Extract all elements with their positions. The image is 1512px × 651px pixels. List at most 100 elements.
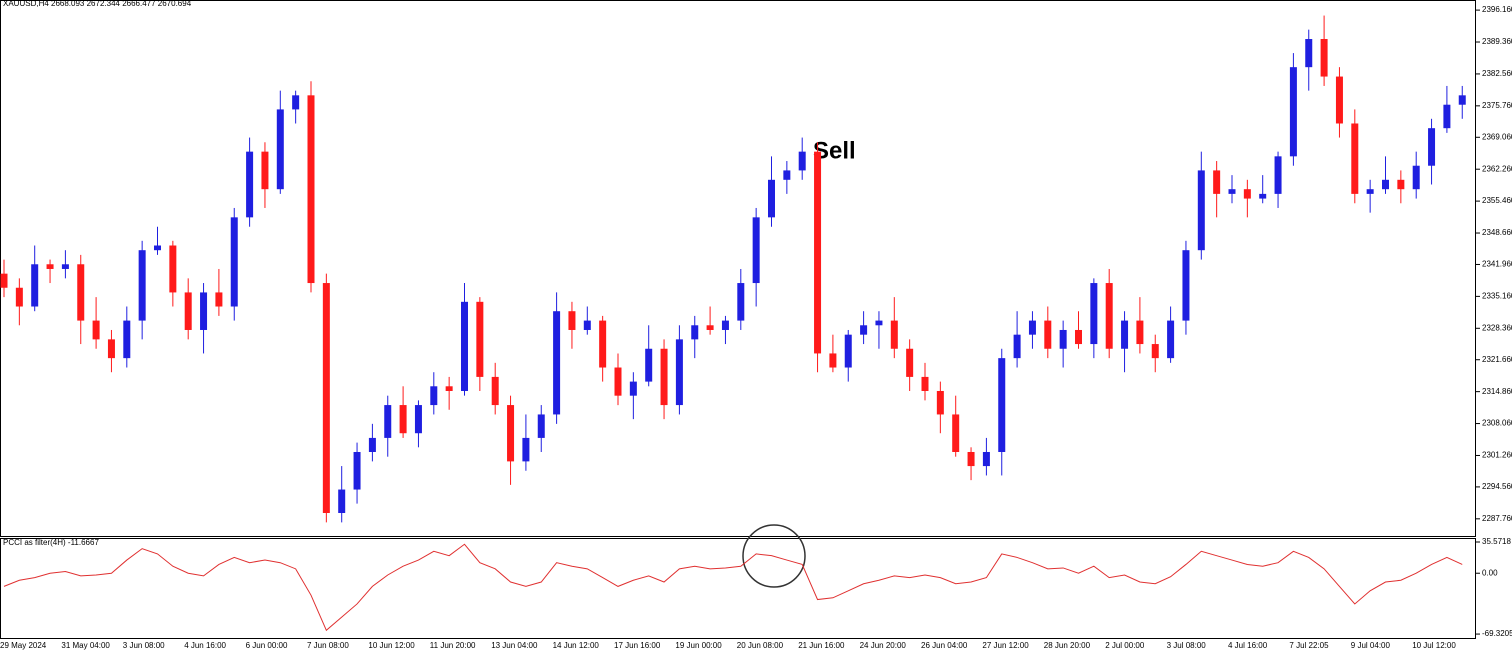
- candle-body: [46, 264, 54, 269]
- candle-body: [1105, 283, 1113, 349]
- candle-body: [752, 217, 760, 284]
- candle-body: [368, 437, 376, 452]
- x-tick-label: 20 Jun 08:00: [737, 641, 784, 650]
- candle-body: [921, 376, 929, 391]
- x-tick-label: 27 Jun 12:00: [982, 641, 1029, 650]
- candle-body: [814, 151, 822, 354]
- candle-body: [307, 95, 315, 284]
- candle-body: [737, 283, 745, 321]
- indicator-line: [3, 543, 1463, 632]
- y-tick-label: 2382.560: [1482, 69, 1512, 78]
- candle-body: [1382, 179, 1389, 190]
- candle-body: [1044, 320, 1052, 349]
- x-tick-label: 24 Jun 20:00: [860, 641, 907, 650]
- candle-body: [721, 320, 729, 330]
- candle-body: [107, 339, 115, 359]
- candle-body: [1320, 39, 1328, 77]
- x-tick-label: 10 Jun 12:00: [368, 641, 415, 650]
- x-tick-label: 4 Jul 16:00: [1228, 641, 1268, 650]
- y-tick-label: 2294.560: [1482, 482, 1512, 491]
- candle-body: [783, 170, 791, 180]
- candle-body: [184, 292, 192, 330]
- candle-body: [230, 217, 238, 307]
- y-tick-label: 2308.060: [1482, 419, 1512, 428]
- candle-body: [15, 287, 23, 307]
- candle-body: [1351, 123, 1359, 194]
- candle-body: [936, 390, 944, 415]
- x-tick-label: 6 Jun 00:00: [246, 641, 288, 650]
- x-tick-label: 7 Jun 08:00: [307, 641, 349, 650]
- x-tick-label: 11 Jun 20:00: [430, 641, 476, 650]
- y-tick-label: 2321.660: [1482, 355, 1512, 364]
- candle-body: [31, 264, 39, 307]
- indicator-title: PCCI as filter(4H) -11.6667: [3, 538, 99, 547]
- candle-body: [200, 292, 208, 330]
- y-tick-label: 2335.160: [1482, 291, 1512, 300]
- candle-body: [614, 367, 622, 396]
- y-tick-label: 2369.060: [1482, 132, 1512, 141]
- candle-body: [1028, 320, 1036, 335]
- candle-body: [768, 179, 775, 218]
- candle-body: [890, 320, 898, 349]
- x-tick-label: 13 Jun 04:00: [491, 641, 538, 650]
- candle-body: [123, 320, 131, 359]
- x-tick-label: 10 Jul 12:00: [1412, 641, 1456, 650]
- x-tick-label: 31 May 04:00: [61, 641, 110, 650]
- y-tick-label: 2341.960: [1482, 260, 1512, 269]
- candle-body: [0, 273, 8, 288]
- candle-body: [414, 405, 422, 434]
- candle-body: [169, 245, 177, 293]
- candle-body: [1305, 39, 1313, 68]
- candle-body: [276, 109, 284, 190]
- sub-pane: [0, 538, 1476, 639]
- y-tick-label: 0.00: [1482, 568, 1498, 577]
- candle-body: [138, 250, 146, 321]
- candle-body: [599, 320, 607, 368]
- candle-body: [384, 405, 392, 438]
- candle-body: [507, 405, 515, 462]
- candle-body: [1167, 320, 1175, 359]
- candle-body: [1059, 329, 1067, 349]
- y-tick-label: 2328.360: [1482, 323, 1512, 332]
- candle-body: [522, 437, 530, 462]
- candle-body: [445, 386, 453, 391]
- highlight-circle: [742, 524, 806, 588]
- candle-body: [154, 245, 161, 251]
- candle-body: [1136, 320, 1144, 345]
- x-tick-label: 9 Jul 04:00: [1351, 641, 1391, 650]
- candle-body: [476, 301, 484, 377]
- candle-body: [215, 292, 223, 307]
- candle-body: [1428, 128, 1436, 166]
- y-tick-label: 2301.260: [1482, 451, 1512, 460]
- candle-body: [568, 311, 576, 330]
- x-tick-label: 28 Jun 20:00: [1044, 641, 1091, 650]
- candle-body: [92, 320, 100, 340]
- y-tick-label: 2355.460: [1482, 196, 1512, 205]
- candle-body: [461, 301, 468, 391]
- candle-body: [537, 414, 545, 438]
- candle-body: [430, 386, 438, 406]
- candle-body: [553, 311, 561, 415]
- candle-body: [829, 353, 837, 368]
- candle-body: [1243, 189, 1251, 199]
- candle-body: [798, 151, 806, 171]
- x-tick-label: 26 Jun 04:00: [921, 641, 968, 650]
- candle-body: [61, 264, 69, 269]
- candle-body: [1397, 179, 1405, 190]
- candle-body: [706, 325, 714, 330]
- candle-body: [322, 283, 330, 514]
- y-tick-label: -69.3205: [1482, 629, 1512, 638]
- x-tick-label: 21 Jun 16:00: [798, 641, 845, 650]
- y-tick-label: 2389.360: [1482, 37, 1512, 46]
- candle-body: [1412, 165, 1420, 190]
- x-tick-label: 29 May 2024: [0, 641, 47, 650]
- candle-body: [77, 264, 85, 321]
- candle-body: [1197, 170, 1205, 251]
- y-tick-label: 2396.160: [1482, 5, 1512, 14]
- candle-body: [691, 325, 699, 340]
- candle-body: [860, 325, 868, 335]
- y-tick-label: 2362.260: [1482, 164, 1512, 173]
- candle-body: [1013, 334, 1021, 359]
- candle-body: [338, 489, 346, 514]
- candle-body: [982, 451, 990, 467]
